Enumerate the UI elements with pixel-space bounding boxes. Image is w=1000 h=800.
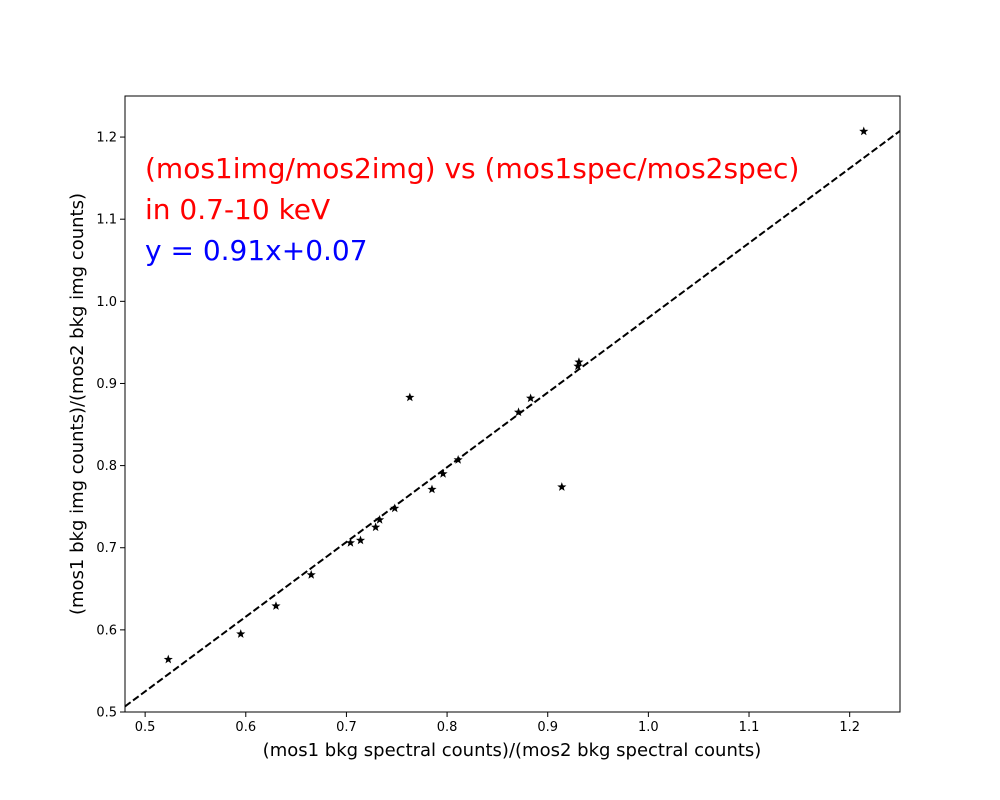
annotation-energy-range: in 0.7-10 keV [145, 193, 330, 226]
data-point [427, 484, 437, 494]
data-point [375, 515, 385, 524]
x-tick-label: 1.2 [839, 720, 860, 735]
data-point [271, 601, 281, 610]
data-point [526, 393, 536, 403]
y-tick-label: 0.7 [96, 541, 117, 556]
data-point [306, 570, 316, 579]
x-tick-label: 0.7 [336, 720, 357, 735]
data-point [390, 503, 400, 513]
y-tick-label: 0.6 [96, 623, 117, 638]
x-tick-label: 0.9 [537, 720, 558, 735]
fit-line [124, 130, 901, 708]
x-tick-label: 1.0 [638, 720, 659, 735]
y-tick-label: 0.8 [96, 459, 117, 474]
data-point [345, 538, 356, 547]
y-tick-label: 1.1 [96, 213, 117, 228]
plot-area-frame [124, 95, 901, 713]
annotation-title: (mos1img/mos2img) vs (mos1spec/mos2spec) [145, 152, 799, 185]
x-axis-label: (mos1 bkg spectral counts)/(mos2 bkg spe… [263, 740, 762, 761]
y-axis-label: (mos1 bkg img counts)/(mos2 bkg img coun… [67, 193, 88, 615]
data-point [574, 357, 584, 366]
data-point [557, 482, 567, 491]
x-tick-label: 1.1 [739, 720, 760, 735]
data-point [236, 629, 246, 638]
data-point [405, 392, 415, 402]
x-axis-ticks: 0.5 0.6 0.7 0.8 0.9 1.0 1.1 1.2 [135, 712, 860, 735]
points-layer [163, 126, 869, 664]
data-point [859, 126, 869, 136]
x-tick-label: 0.8 [437, 720, 458, 735]
y-tick-label: 0.5 [96, 706, 117, 721]
data-point [438, 469, 448, 478]
data-point [453, 455, 463, 464]
y-axis-ticks: 0.5 0.6 0.7 0.8 0.9 1.0 1.1 1.2 [96, 131, 125, 721]
y-tick-label: 1.2 [96, 131, 117, 146]
data-point [355, 535, 366, 545]
fit-line-layer [124, 130, 901, 708]
data-point [371, 522, 381, 532]
y-tick-label: 0.9 [96, 377, 117, 392]
y-tick-label: 1.0 [96, 295, 117, 310]
data-point [573, 361, 583, 371]
data-point [163, 654, 173, 664]
annotation-fit-equation: y = 0.91x+0.07 [145, 234, 368, 267]
x-tick-label: 0.5 [135, 720, 156, 735]
data-point [513, 407, 524, 417]
x-tick-label: 0.6 [235, 720, 256, 735]
